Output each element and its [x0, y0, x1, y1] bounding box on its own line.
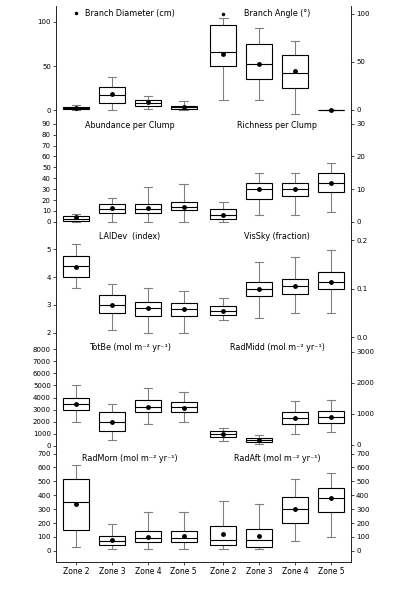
Bar [282, 55, 308, 88]
Bar [63, 398, 89, 410]
Bar [210, 209, 236, 219]
Bar [282, 279, 308, 294]
Text: LAIDev  (index): LAIDev (index) [100, 232, 160, 241]
Bar [318, 410, 344, 423]
Text: Abundance per Clump: Abundance per Clump [85, 121, 175, 130]
Text: Branch Angle (°): Branch Angle (°) [244, 10, 310, 19]
Bar [210, 306, 236, 316]
Bar [63, 216, 89, 221]
Text: Richness per Clump: Richness per Clump [237, 121, 317, 130]
Bar [63, 106, 89, 109]
Bar [99, 535, 125, 545]
Bar [282, 183, 308, 196]
Bar [171, 304, 197, 316]
Bar [210, 25, 236, 66]
Text: RadMidd (mol m⁻² yr⁻¹): RadMidd (mol m⁻² yr⁻¹) [230, 343, 324, 352]
Bar [99, 87, 125, 103]
Bar [135, 302, 161, 316]
Bar [210, 526, 236, 545]
Bar [318, 173, 344, 192]
Text: Branch Diameter (cm): Branch Diameter (cm) [85, 10, 175, 19]
Bar [282, 496, 308, 523]
Bar [135, 531, 161, 543]
Bar [171, 531, 197, 543]
Bar [99, 295, 125, 313]
Bar [63, 478, 89, 530]
Bar [318, 488, 344, 512]
Text: VisSky (fraction): VisSky (fraction) [244, 232, 310, 241]
Bar [246, 183, 272, 199]
Bar [135, 204, 161, 213]
Bar [99, 204, 125, 213]
Bar [246, 44, 272, 79]
Text: TotBe (mol m⁻² yr⁻¹): TotBe (mol m⁻² yr⁻¹) [89, 343, 171, 352]
Bar [171, 202, 197, 210]
Bar [171, 106, 197, 109]
Bar [318, 272, 344, 289]
Bar [246, 438, 272, 442]
Bar [246, 281, 272, 296]
Bar [210, 431, 236, 437]
Bar [135, 400, 161, 412]
Bar [246, 529, 272, 547]
Text: RadMorn (mol m⁻² yr⁻¹): RadMorn (mol m⁻² yr⁻¹) [82, 454, 178, 463]
Bar [63, 256, 89, 277]
Bar [171, 403, 197, 412]
Bar [99, 412, 125, 432]
Bar [282, 412, 308, 424]
Bar [135, 100, 161, 106]
Text: RadAft (mol m⁻² yr⁻¹): RadAft (mol m⁻² yr⁻¹) [234, 454, 320, 463]
